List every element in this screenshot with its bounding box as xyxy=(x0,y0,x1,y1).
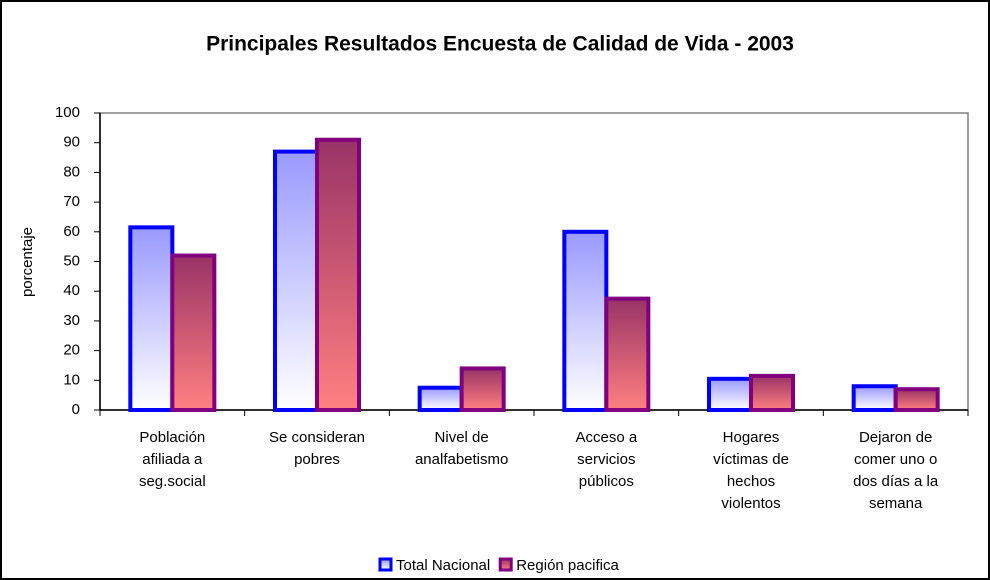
y-axis-label: porcentaje xyxy=(19,227,36,297)
x-tick-label: Dejaron de comer uno o dos días a la sem… xyxy=(853,429,939,512)
y-tick-label: 20 xyxy=(63,342,80,359)
bar xyxy=(707,376,753,413)
bar xyxy=(604,296,651,412)
y-tick-label: 40 xyxy=(63,282,80,299)
bar xyxy=(749,373,795,412)
bar xyxy=(893,387,940,412)
legend-label: Región pacifica xyxy=(516,557,619,574)
legend-swatch xyxy=(498,557,513,572)
y-tick-label: 70 xyxy=(63,193,80,210)
y-tick-label: 80 xyxy=(63,163,80,180)
legend-swatch xyxy=(378,557,393,572)
y-tick-label: 90 xyxy=(63,134,80,151)
y-tick-label: 50 xyxy=(63,252,80,269)
bar xyxy=(315,137,361,412)
x-tick-label: Se consideran pobres xyxy=(269,429,365,468)
bar xyxy=(273,149,319,413)
bar xyxy=(851,384,898,412)
legend-label: Total Nacional xyxy=(396,557,490,574)
chart-title: Principales Resultados Encuesta de Calid… xyxy=(206,33,794,56)
y-tick-label: 30 xyxy=(63,312,80,329)
y-tick-label: 10 xyxy=(63,371,80,388)
y-tick-label: 60 xyxy=(63,223,80,240)
x-tick-label: Nivel de analfabetismo xyxy=(414,429,509,468)
x-tick-label: Acceso a servicios públicos xyxy=(575,429,638,490)
y-tick-label: 100 xyxy=(55,104,80,121)
y-tick-label: 0 xyxy=(72,401,80,418)
x-tick-label: Población afiliada a seg.social xyxy=(138,429,206,490)
x-tick-label: Hogares víctimas de hechos violentos xyxy=(713,429,789,512)
bar xyxy=(562,229,609,412)
bar xyxy=(128,225,175,412)
bar xyxy=(417,385,464,413)
bar xyxy=(170,253,217,412)
bar xyxy=(459,366,506,413)
